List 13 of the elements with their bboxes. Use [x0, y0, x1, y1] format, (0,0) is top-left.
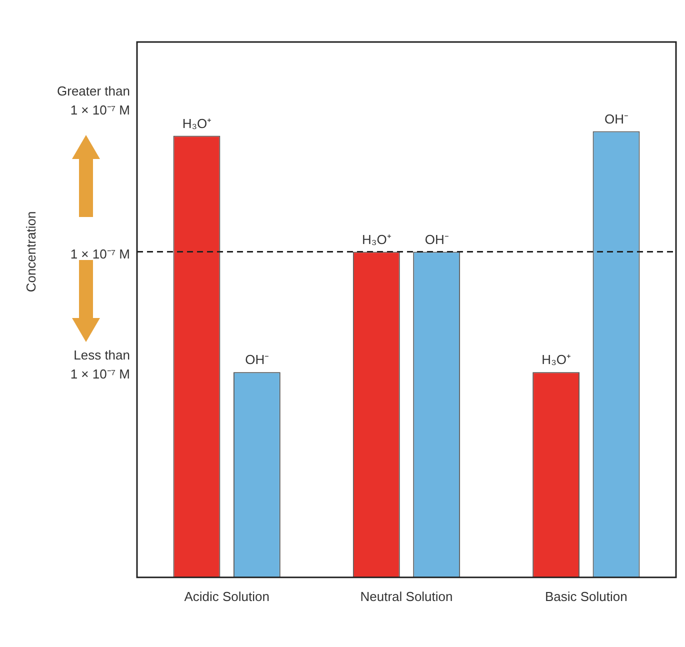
x-tick-label: Acidic Solution — [184, 588, 270, 604]
ref-line-label: 1 × 10⁻⁷ M — [70, 246, 130, 262]
text: H₃O⁺ — [542, 352, 570, 368]
text: OH⁻ — [245, 352, 269, 368]
x-tick-label: Basic Solution — [544, 588, 628, 604]
text: Concentration — [24, 211, 39, 292]
series-label: H₃O⁺ — [182, 116, 212, 131]
x-tick-label: Neutral Solution — [360, 588, 453, 604]
series-label: OH⁻ — [424, 232, 448, 247]
text: Greater than 1 × 10⁻⁷ M — [57, 84, 130, 118]
text: H₃O⁺ — [362, 232, 391, 247]
text: OH⁻ — [604, 111, 628, 126]
text: Less than 1 × 10⁻⁷ M — [70, 348, 130, 382]
